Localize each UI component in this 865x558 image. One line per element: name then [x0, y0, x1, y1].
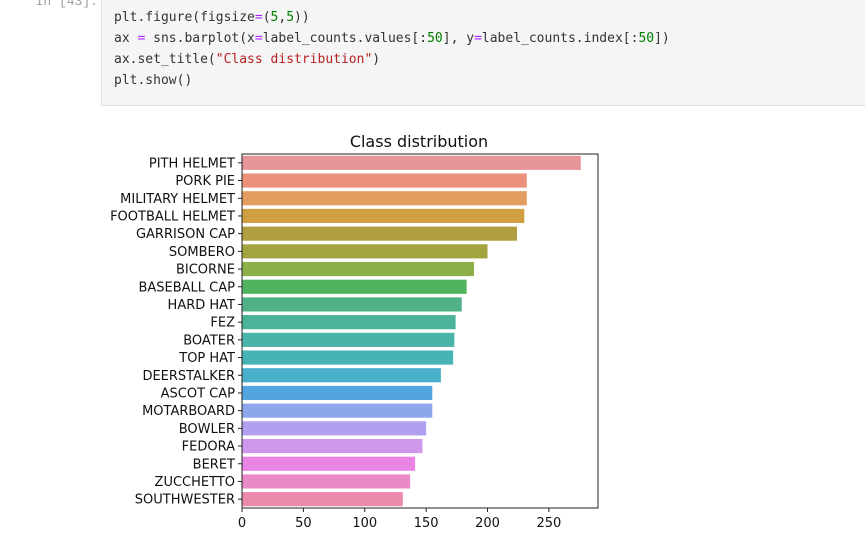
- code-token: ax: [114, 31, 138, 46]
- bar: [242, 279, 467, 294]
- code-line: ax = sns.barplot(x=label_counts.values[:…: [114, 28, 670, 49]
- code-token: "Class distribution": [215, 52, 373, 67]
- bar-chart: Class distribution PITH HELMET PORK PIE MI…: [110, 132, 599, 531]
- bar: [242, 421, 427, 436]
- code-line: ax.set_title("Class distribution"): [114, 49, 670, 70]
- cell-output: Class distribution PITH HELMET PORK PIE MI…: [101, 120, 661, 550]
- code-token: (: [262, 10, 271, 25]
- chart-title: Class distribution: [350, 132, 488, 151]
- y-tick-label: BOATER: [183, 333, 235, 348]
- code-token: =: [474, 31, 482, 46]
- cell-prompt: In [43]:: [35, 0, 98, 9]
- y-tick-label: PORK PIE: [175, 174, 235, 189]
- code-token: plt.figure(figsize: [114, 10, 255, 25]
- code-token: sns.barplot(x: [145, 31, 255, 46]
- code-token: plt.show(): [114, 73, 193, 88]
- x-tick-label: 50: [295, 516, 312, 531]
- code-token: label_counts.values[:: [262, 31, 428, 46]
- bar: [242, 155, 581, 170]
- y-tick-label: SOMBERO: [169, 245, 235, 260]
- code-token: =: [254, 10, 263, 25]
- code-token: 50: [427, 31, 443, 46]
- code-token: =: [254, 31, 263, 46]
- x-tick-label: 250: [536, 516, 561, 531]
- bar: [242, 492, 403, 507]
- y-tick-label: FEZ: [210, 316, 235, 331]
- y-tick-label: MOTARBOARD: [142, 404, 235, 419]
- bar: [242, 403, 433, 418]
- y-tick-label: BICORNE: [176, 263, 235, 278]
- y-tick-label: BASEBALL CAP: [138, 280, 235, 295]
- y-tick-label: HARD HAT: [168, 298, 236, 313]
- y-tick-label: ZUCCHETTO: [155, 475, 235, 490]
- y-tick-label: TOP HAT: [178, 351, 235, 366]
- y-tick-label: BOWLER: [179, 422, 235, 437]
- y-tick-label: SOUTHWESTER: [135, 493, 235, 508]
- code-line: plt.show(): [114, 70, 670, 91]
- x-tick-label: 150: [414, 516, 439, 531]
- bar: [242, 438, 423, 454]
- code-token: ,: [278, 10, 287, 25]
- bar: [242, 315, 456, 330]
- code-token: 5: [270, 10, 279, 25]
- bar: [242, 261, 475, 277]
- y-tick-label: MILITARY HELMET: [120, 192, 235, 207]
- code-token: ], y: [442, 31, 475, 46]
- code-token: )): [294, 10, 310, 25]
- x-tick-label: 0: [238, 516, 246, 531]
- y-tick-label: PITH HELMET: [149, 156, 235, 171]
- bar: [242, 226, 517, 241]
- y-tick-label: BERET: [193, 457, 235, 472]
- bar: [242, 173, 527, 188]
- code-token: 50: [638, 31, 655, 46]
- x-tick-label: 100: [352, 516, 377, 531]
- bar: [242, 244, 488, 259]
- bar: [242, 385, 433, 401]
- y-tick-label: FOOTBALL HELMET: [110, 209, 235, 224]
- bar: [242, 474, 411, 489]
- code-token: =: [137, 31, 146, 46]
- y-tick-label: DEERSTALKER: [142, 369, 235, 384]
- plot-frame: [241, 153, 599, 509]
- x-tick-label: 200: [475, 516, 500, 531]
- code-line: plt.figure(figsize=(5,5)): [114, 7, 670, 28]
- y-tick-label: ASCOT CAP: [161, 386, 235, 401]
- bar: [242, 208, 525, 224]
- y-tick-label: GARRISON CAP: [136, 227, 235, 242]
- bar: [242, 350, 454, 365]
- code-editor[interactable]: plt.figure(figsize=(5,5)) ax = sns.barplo…: [114, 7, 670, 91]
- bar: [242, 456, 416, 471]
- bar: [242, 297, 462, 312]
- bar: [242, 191, 527, 206]
- code-token: ]): [654, 31, 670, 46]
- bar: [242, 368, 441, 383]
- y-tick-label: FEDORA: [182, 440, 235, 455]
- code-cell-input[interactable]: plt.figure(figsize=(5,5)) ax = sns.barplo…: [101, 0, 865, 106]
- bar: [242, 332, 455, 347]
- code-token: 5: [286, 10, 295, 25]
- code-token: ax.set_title(: [114, 52, 216, 67]
- code-token: ): [372, 52, 381, 67]
- code-token: label_counts.index[:: [481, 31, 639, 46]
